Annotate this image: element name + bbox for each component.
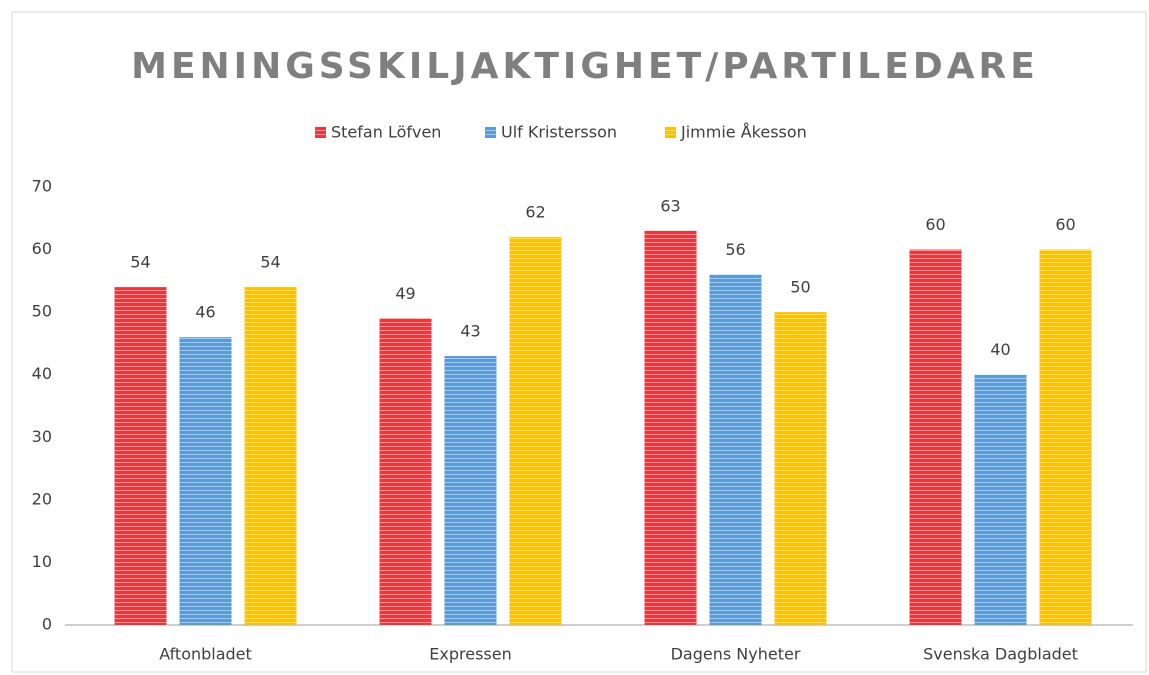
legend-label: Stefan Löfven (331, 123, 441, 142)
bar (974, 374, 1027, 625)
y-tick-label: 20 (32, 489, 52, 508)
x-tick-label: Aftonbladet (159, 645, 252, 664)
bar (179, 337, 232, 625)
chart-title: MENINGSSKILJAKTIGHET/PARTILEDARE (131, 46, 1039, 87)
y-tick-label: 0 (42, 615, 52, 634)
legend-swatch (315, 127, 326, 138)
data-label: 62 (525, 203, 545, 222)
y-tick-label: 60 (32, 239, 52, 258)
legend-label: Jimmie Åkesson (680, 123, 807, 142)
bar (244, 287, 297, 625)
bar (114, 287, 167, 625)
bar (444, 355, 497, 625)
bar (509, 237, 562, 626)
bar (909, 249, 962, 626)
x-tick-label: Svenska Dagbladet (923, 645, 1078, 664)
legend-swatch (665, 127, 676, 138)
data-label: 63 (660, 196, 680, 215)
y-tick-label: 30 (32, 427, 52, 446)
bar (774, 312, 827, 625)
data-label: 40 (990, 340, 1010, 359)
data-label: 54 (130, 253, 150, 272)
data-label: 60 (925, 215, 945, 234)
bar (644, 230, 697, 626)
x-tick-label: Expressen (429, 645, 511, 664)
bar (1039, 249, 1092, 626)
data-label: 56 (725, 240, 745, 259)
data-label: 46 (195, 303, 215, 322)
y-tick-label: 50 (32, 302, 52, 321)
data-label: 43 (460, 321, 480, 340)
legend-label: Ulf Kristersson (501, 123, 617, 142)
data-label: 54 (260, 253, 280, 272)
bar (379, 318, 432, 625)
data-label: 49 (395, 284, 415, 303)
data-label: 60 (1055, 215, 1075, 234)
legend-swatch (485, 127, 496, 138)
y-tick-label: 70 (32, 177, 52, 196)
y-tick-label: 40 (32, 364, 52, 383)
y-tick-label: 10 (32, 552, 52, 571)
x-tick-label: Dagens Nyheter (671, 645, 801, 664)
data-label: 50 (790, 278, 810, 297)
bar (709, 274, 762, 625)
